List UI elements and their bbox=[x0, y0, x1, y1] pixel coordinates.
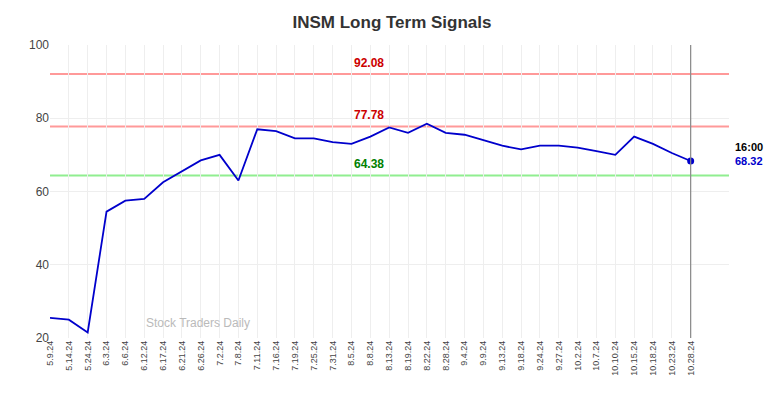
svg-text:5.9.24: 5.9.24 bbox=[45, 341, 55, 366]
svg-text:80: 80 bbox=[36, 111, 50, 125]
svg-text:10.2.24: 10.2.24 bbox=[573, 341, 583, 371]
svg-text:8.28.24: 8.28.24 bbox=[441, 341, 451, 371]
svg-text:6.26.24: 6.26.24 bbox=[196, 341, 206, 371]
svg-text:68.32: 68.32 bbox=[735, 155, 763, 167]
svg-text:6.3.24: 6.3.24 bbox=[101, 341, 111, 366]
svg-text:10.23.24: 10.23.24 bbox=[667, 341, 677, 376]
svg-text:8.8.24: 8.8.24 bbox=[365, 341, 375, 366]
svg-text:7.11.24: 7.11.24 bbox=[252, 341, 262, 370]
svg-text:7.31.24: 7.31.24 bbox=[328, 341, 338, 371]
svg-text:10.28.24: 10.28.24 bbox=[686, 341, 696, 376]
svg-text:INSM Long Term Signals: INSM Long Term Signals bbox=[293, 13, 492, 32]
svg-text:9.9.24: 9.9.24 bbox=[478, 341, 488, 366]
svg-text:6.12.24: 6.12.24 bbox=[139, 341, 149, 371]
svg-text:Stock Traders Daily: Stock Traders Daily bbox=[146, 316, 250, 330]
svg-text:8.5.24: 8.5.24 bbox=[346, 341, 356, 366]
svg-text:6.6.24: 6.6.24 bbox=[120, 341, 130, 366]
svg-text:5.14.24: 5.14.24 bbox=[64, 341, 74, 371]
svg-text:6.17.24: 6.17.24 bbox=[158, 341, 168, 371]
svg-text:9.27.24: 9.27.24 bbox=[554, 341, 564, 371]
svg-text:9.24.24: 9.24.24 bbox=[535, 341, 545, 371]
svg-text:40: 40 bbox=[36, 258, 50, 272]
svg-text:8.19.24: 8.19.24 bbox=[403, 341, 413, 371]
svg-text:10.7.24: 10.7.24 bbox=[591, 341, 601, 371]
svg-text:5.24.24: 5.24.24 bbox=[83, 341, 93, 371]
svg-text:92.08: 92.08 bbox=[354, 56, 384, 70]
svg-text:64.38: 64.38 bbox=[354, 157, 384, 171]
svg-text:9.4.24: 9.4.24 bbox=[459, 341, 469, 366]
svg-text:8.13.24: 8.13.24 bbox=[384, 341, 394, 371]
svg-text:10.18.24: 10.18.24 bbox=[648, 341, 658, 376]
svg-text:16:00: 16:00 bbox=[735, 141, 763, 153]
svg-text:7.16.24: 7.16.24 bbox=[271, 341, 281, 371]
svg-text:20: 20 bbox=[36, 331, 50, 345]
svg-text:9.18.24: 9.18.24 bbox=[516, 341, 526, 371]
svg-text:7.19.24: 7.19.24 bbox=[290, 341, 300, 371]
svg-text:9.13.24: 9.13.24 bbox=[497, 341, 507, 371]
svg-text:8.22.24: 8.22.24 bbox=[422, 341, 432, 371]
svg-text:6.21.24: 6.21.24 bbox=[177, 341, 187, 371]
svg-text:7.25.24: 7.25.24 bbox=[309, 341, 319, 371]
svg-text:60: 60 bbox=[36, 185, 50, 199]
svg-text:10.10.24: 10.10.24 bbox=[610, 341, 620, 376]
svg-text:100: 100 bbox=[29, 38, 49, 52]
svg-text:77.78: 77.78 bbox=[354, 108, 384, 122]
svg-text:10.15.24: 10.15.24 bbox=[629, 341, 639, 376]
svg-text:7.2.24: 7.2.24 bbox=[215, 341, 225, 366]
svg-text:7.8.24: 7.8.24 bbox=[233, 341, 243, 366]
